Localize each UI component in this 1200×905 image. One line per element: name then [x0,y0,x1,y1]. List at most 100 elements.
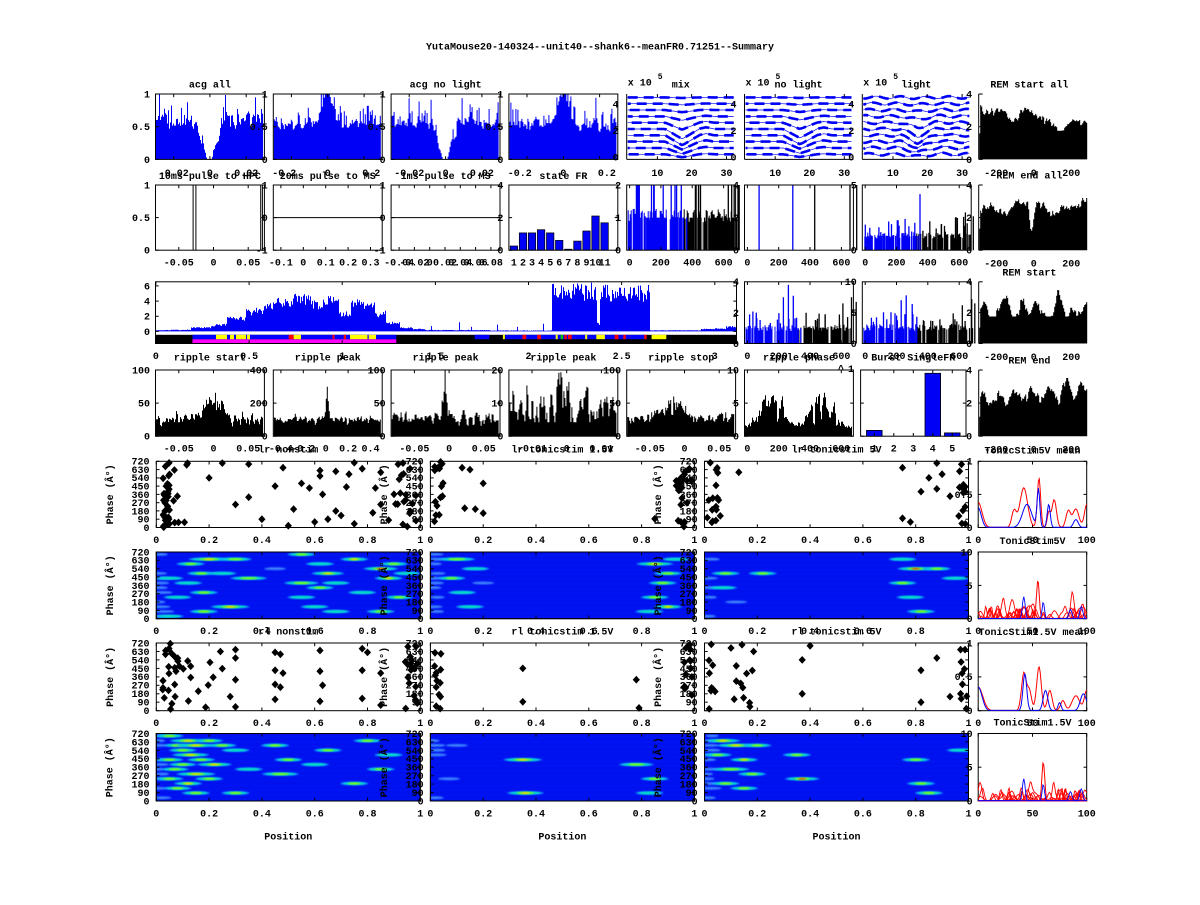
svg-text:6: 6 [144,282,150,293]
svg-text:630: 630 [131,557,149,568]
svg-text:270: 270 [680,499,698,510]
svg-text:1: 1 [691,627,697,638]
svg-text:0.6: 0.6 [854,536,872,547]
svg-text:0.6: 0.6 [854,810,872,821]
svg-text:-200: -200 [984,169,1008,180]
svg-text:Phase (Â°): Phase (Â°) [377,737,391,797]
svg-text:-0.01: -0.01 [517,445,547,456]
svg-text:100: 100 [132,366,150,377]
svg-text:270: 270 [131,499,149,510]
svg-text:0: 0 [967,524,973,535]
svg-text:0: 0 [153,352,159,363]
svg-text:0.2: 0.2 [748,536,766,547]
svg-text:0: 0 [1031,353,1037,364]
svg-text:180: 180 [680,690,698,701]
svg-text:lr nonstim: lr nonstim [258,445,318,457]
svg-text:0.4: 0.4 [253,536,271,547]
svg-text:90: 90 [137,516,149,527]
svg-text:1: 1 [965,810,971,821]
svg-text:270: 270 [680,772,698,783]
svg-text:90: 90 [412,789,424,800]
svg-text:0.6: 0.6 [580,810,598,821]
svg-text:5: 5 [851,181,857,192]
svg-text:0: 0 [701,627,707,638]
svg-text:6: 6 [556,259,562,270]
svg-text:50: 50 [1026,719,1038,730]
svg-text:4: 4 [730,100,736,111]
svg-text:180: 180 [131,598,149,609]
svg-text:50: 50 [374,400,386,411]
svg-text:1: 1 [144,90,150,101]
svg-text:1: 1 [417,536,423,547]
svg-text:0: 0 [966,433,972,444]
svg-text:600: 600 [715,259,733,270]
svg-text:0.2: 0.2 [362,169,380,180]
svg-text:4: 4 [966,366,972,377]
svg-text:0: 0 [427,810,433,821]
svg-text:540: 540 [131,565,149,576]
svg-text:10: 10 [491,400,503,411]
svg-text:0.8: 0.8 [358,719,376,730]
svg-text:0.2: 0.2 [474,536,492,547]
svg-text:1: 1 [417,810,423,821]
svg-text:5: 5 [893,73,898,82]
svg-text:400: 400 [683,259,701,270]
svg-text:0: 0 [701,810,707,821]
svg-text:540: 540 [131,474,149,485]
svg-text:1ms pulse to MS: 1ms pulse to MS [401,171,491,183]
svg-text:10: 10 [887,169,899,180]
svg-text:4: 4 [733,181,739,192]
svg-text:360: 360 [680,764,698,775]
svg-text:450: 450 [406,755,424,766]
svg-text:5: 5 [851,309,857,320]
svg-text:ripple stop: ripple stop [648,353,714,365]
svg-text:360: 360 [680,582,698,593]
svg-text:200: 200 [250,400,268,411]
svg-text:0: 0 [262,156,268,167]
svg-text:100: 100 [603,366,621,377]
svg-text:1: 1 [691,536,697,547]
svg-text:0.4: 0.4 [801,810,819,821]
svg-text:10: 10 [845,278,857,289]
svg-text:1: 1 [497,90,503,101]
svg-text:0.8: 0.8 [358,627,376,638]
svg-text:0: 0 [851,340,857,351]
svg-text:1: 1 [691,810,697,821]
svg-text:10ms pulse to HPC: 10ms pulse to HPC [159,171,261,183]
svg-text:450: 450 [131,483,149,494]
svg-text:0.2: 0.2 [748,810,766,821]
svg-text:1: 1 [691,719,697,730]
svg-text:360: 360 [406,764,424,775]
svg-text:180: 180 [131,781,149,792]
svg-text:720: 720 [680,458,698,469]
svg-text:1: 1 [417,719,423,730]
svg-text:-0.05: -0.05 [164,445,194,456]
svg-text:90: 90 [686,789,698,800]
svg-text:540: 540 [406,747,424,758]
svg-text:720: 720 [131,639,149,650]
svg-text:0: 0 [497,247,503,258]
svg-text:90: 90 [412,699,424,710]
svg-text:0.6: 0.6 [306,536,324,547]
svg-text:0: 0 [427,536,433,547]
svg-text:10: 10 [961,730,973,741]
svg-text:630: 630 [131,738,149,749]
svg-text:630: 630 [680,466,698,477]
svg-text:270: 270 [680,682,698,693]
svg-text:TonicStim5V: TonicStim5V [999,536,1065,548]
svg-text:20ms pulse to MS: 20ms pulse to MS [280,171,376,183]
svg-text:540: 540 [680,747,698,758]
svg-text:-200: -200 [984,260,1008,271]
svg-text:0: 0 [692,524,698,535]
svg-text:-0.2: -0.2 [508,169,532,180]
svg-text:1.5: 1.5 [426,352,444,363]
svg-text:0: 0 [497,156,503,167]
svg-text:rl nonstim: rl nonstim [258,627,318,639]
svg-text:0: 0 [701,536,707,547]
svg-text:20: 20 [491,366,503,377]
svg-text:0: 0 [848,153,854,164]
svg-text:180: 180 [406,781,424,792]
svg-text:180: 180 [131,690,149,701]
svg-text:8: 8 [574,259,580,270]
svg-text:100: 100 [368,366,386,377]
